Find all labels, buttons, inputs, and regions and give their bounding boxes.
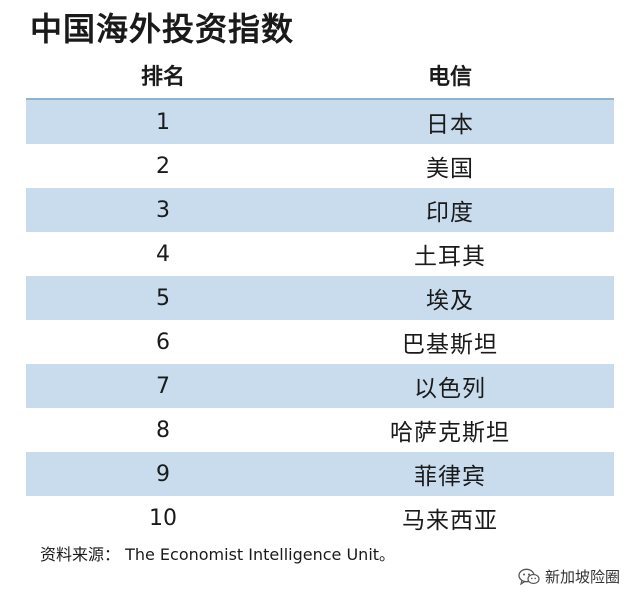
header-rank: 排名 bbox=[140, 65, 185, 90]
ranking-table: 排名 电信 1 日本 2 美国 3 印度 4 土耳其 5 埃及 6 巴基斯坦 7… bbox=[26, 52, 614, 540]
table-row: 2 美国 bbox=[26, 144, 614, 188]
table-row: 6 巴基斯坦 bbox=[26, 320, 614, 364]
rank-cell: 8 bbox=[156, 417, 170, 443]
rank-cell: 10 bbox=[149, 505, 177, 531]
country-cell: 土耳其 bbox=[414, 244, 486, 270]
table-row: 8 哈萨克斯坦 bbox=[26, 408, 614, 452]
source-note: 资料来源： The Economist Intelligence Unit。 bbox=[40, 545, 396, 564]
country-cell: 日本 bbox=[426, 112, 474, 138]
table-row: 1 日本 bbox=[26, 100, 614, 144]
country-cell: 巴基斯坦 bbox=[402, 332, 498, 358]
table-row: 9 菲律宾 bbox=[26, 452, 614, 496]
watermark-text: 新加坡险圈 bbox=[544, 568, 620, 586]
rank-cell: 5 bbox=[156, 285, 170, 311]
country-cell: 印度 bbox=[426, 200, 474, 226]
wechat-icon bbox=[518, 568, 540, 585]
table-row: 5 埃及 bbox=[26, 276, 614, 320]
table-row: 3 印度 bbox=[26, 188, 614, 232]
rank-cell: 7 bbox=[156, 373, 170, 399]
country-cell: 以色列 bbox=[414, 376, 486, 402]
rank-cell: 9 bbox=[156, 461, 170, 487]
header-name: 电信 bbox=[427, 65, 472, 90]
country-cell: 美国 bbox=[426, 156, 474, 182]
page-title: 中国海外投资指数 bbox=[30, 10, 295, 48]
table-row: 7 以色列 bbox=[26, 364, 614, 408]
country-cell: 哈萨克斯坦 bbox=[390, 420, 510, 446]
rank-cell: 1 bbox=[156, 109, 170, 135]
rank-cell: 4 bbox=[156, 241, 170, 267]
table-row: 4 土耳其 bbox=[26, 232, 614, 276]
country-cell: 菲律宾 bbox=[414, 464, 486, 490]
watermark: 新加坡险圈 bbox=[518, 566, 620, 587]
country-cell: 埃及 bbox=[426, 288, 474, 314]
table-header: 排名 电信 bbox=[26, 52, 614, 100]
table-row: 10 马来西亚 bbox=[26, 496, 614, 540]
country-cell: 马来西亚 bbox=[402, 508, 498, 534]
rank-cell: 6 bbox=[156, 329, 170, 355]
rank-cell: 3 bbox=[156, 197, 170, 223]
rank-cell: 2 bbox=[156, 153, 170, 179]
